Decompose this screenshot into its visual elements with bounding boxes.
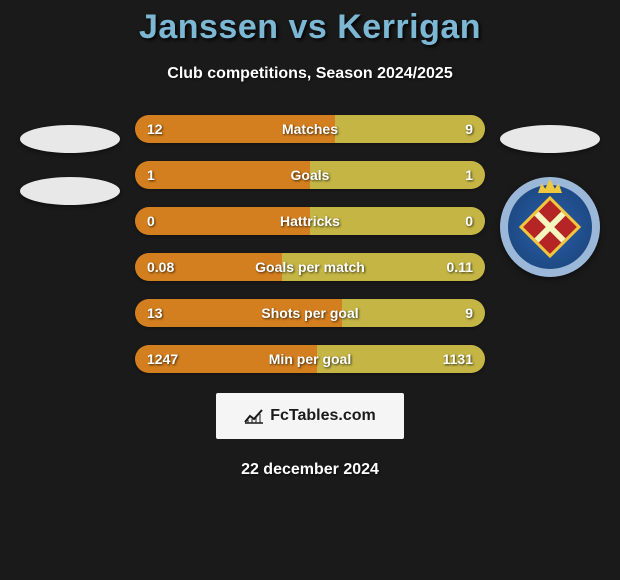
stat-value-right: 9 [465,121,473,137]
crown-icon [538,179,562,193]
stat-bar-right [310,161,485,189]
brand-chart-icon [244,408,264,424]
stat-value-left: 12 [147,121,163,137]
date-label: 22 december 2024 [241,461,379,479]
stat-value-right: 9 [465,305,473,321]
subtitle: Club competitions, Season 2024/2025 [167,65,452,83]
chart-area: Matches 12 9 Goals 1 1 Hattricks 0 0 Goals per ma… [0,115,620,373]
stat-row: Hattricks 0 0 [135,207,485,235]
stat-value-left: 1 [147,167,155,183]
badge-shield-icon [519,196,581,258]
stat-bars: Matches 12 9 Goals 1 1 Hattricks 0 0 Goals per ma… [135,115,485,373]
stat-row: Matches 12 9 [135,115,485,143]
brand-label: FcTables.com [270,407,376,425]
stat-bar-right [342,299,486,327]
player-right-logo-placeholder [500,125,600,153]
stat-label: Shots per goal [261,305,358,321]
stat-label: Hattricks [280,213,340,229]
stat-label: Goals [291,167,330,183]
left-player-col [15,115,125,229]
stat-value-left: 0 [147,213,155,229]
stat-bar-left [135,161,310,189]
comparison-card: Janssen vs Kerrigan Club competitions, S… [0,0,620,479]
stat-value-left: 13 [147,305,163,321]
stat-row: Goals per match 0.08 0.11 [135,253,485,281]
player-left-logo-placeholder-1 [20,125,120,153]
stat-label: Goals per match [255,259,365,275]
stat-row: Min per goal 1247 1131 [135,345,485,373]
stat-bar-right [335,115,486,143]
club-badge [500,177,600,277]
stat-value-right: 0.11 [447,259,473,275]
stat-row: Goals 1 1 [135,161,485,189]
stat-label: Min per goal [269,351,351,367]
page-title: Janssen vs Kerrigan [139,8,481,47]
right-player-col [495,115,605,277]
stat-value-right: 1131 [443,351,473,367]
stat-value-right: 0 [465,213,473,229]
player-left-logo-placeholder-2 [20,177,120,205]
brand-banner[interactable]: FcTables.com [216,393,404,439]
stat-value-left: 0.08 [147,259,174,275]
stat-label: Matches [282,121,338,137]
stat-value-left: 1247 [147,351,178,367]
stat-row: Shots per goal 13 9 [135,299,485,327]
stat-value-right: 1 [465,167,473,183]
